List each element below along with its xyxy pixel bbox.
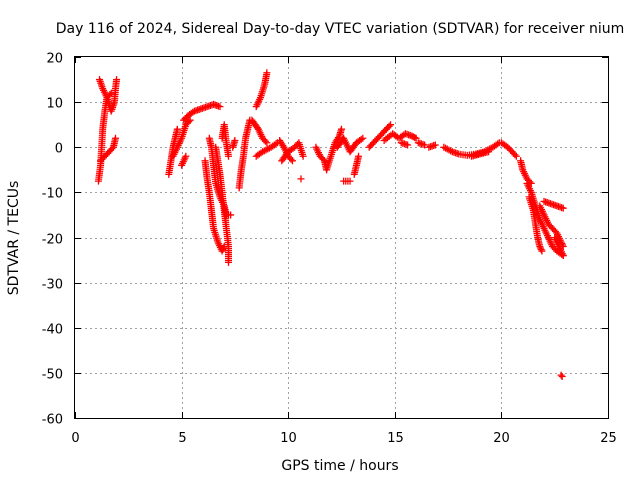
y-tick-label: -30 <box>42 278 63 293</box>
data-point <box>182 152 190 160</box>
data-point <box>536 243 544 251</box>
data-point <box>219 246 227 254</box>
data-point <box>511 151 519 159</box>
data-point <box>485 148 493 156</box>
data-point <box>557 371 565 379</box>
x-tick-label: 10 <box>280 431 297 446</box>
x-tick-label: 15 <box>387 431 404 446</box>
data-point <box>287 155 295 163</box>
y-tick-label: -60 <box>42 413 63 428</box>
data-point <box>559 252 567 260</box>
data-point <box>261 137 269 145</box>
data-point <box>404 141 412 149</box>
data-point <box>218 247 226 255</box>
data-point <box>355 152 363 160</box>
data-point <box>288 157 296 165</box>
data-point <box>216 103 224 111</box>
data-point <box>231 136 239 144</box>
data-point <box>227 211 235 219</box>
data-point <box>412 134 420 142</box>
chart-title: Day 116 of 2024, Sidereal Day-to-day VTE… <box>56 21 625 37</box>
data-point <box>536 244 544 252</box>
data-point <box>431 141 439 149</box>
data-point <box>421 141 429 149</box>
data-point <box>538 247 546 255</box>
y-tick-label: -20 <box>42 233 63 248</box>
data-point <box>225 152 233 160</box>
x-tick-label: 20 <box>493 431 510 446</box>
data-point <box>537 246 545 254</box>
data-point <box>112 134 120 142</box>
data-point <box>346 177 354 185</box>
y-tick-label: -40 <box>42 323 63 338</box>
plot-frame <box>74 56 609 419</box>
data-point <box>512 152 520 160</box>
data-point <box>387 121 395 129</box>
data-point <box>385 122 393 130</box>
y-tick-label: 20 <box>46 52 63 67</box>
x-tick-label: 0 <box>71 431 79 446</box>
data-point <box>299 152 307 160</box>
x-tick-label: 25 <box>600 431 617 446</box>
data-point <box>297 175 305 183</box>
data-point <box>263 69 271 77</box>
data-point <box>113 76 121 84</box>
x-axis-label: GPS time / hours <box>281 458 398 474</box>
data-point <box>272 140 280 148</box>
axis-ticks: 0 5 10 15 20 25 20 10 0 -10 -20 -30 -40 -50 -60 <box>42 52 617 447</box>
data-point <box>225 258 233 266</box>
data-point <box>559 204 567 212</box>
data-point <box>357 135 365 143</box>
y-tick-label: -10 <box>42 187 63 202</box>
grid-layer <box>75 57 608 418</box>
x-tick-label: 5 <box>178 431 186 446</box>
y-tick-label: 10 <box>46 97 63 112</box>
data-point <box>359 134 367 142</box>
data-point <box>185 118 193 126</box>
y-axis-label: SDTVAR / TECUs <box>6 181 22 296</box>
data-point <box>338 125 345 133</box>
data-point <box>173 125 181 133</box>
data-points <box>94 69 567 380</box>
data-point <box>558 372 566 380</box>
data-point <box>411 133 419 141</box>
y-tick-label: -50 <box>42 368 63 383</box>
y-tick-label: 0 <box>55 142 63 157</box>
data-point <box>263 139 271 147</box>
